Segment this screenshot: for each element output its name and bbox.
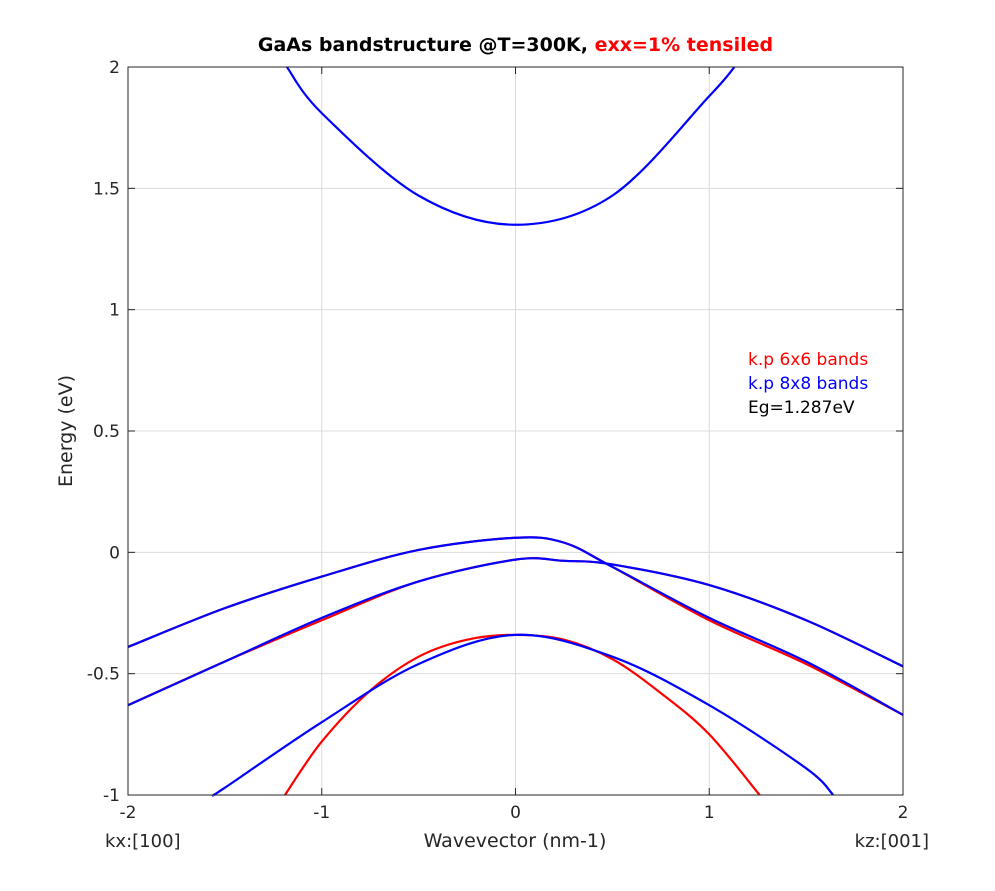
- x-tick-label-2: 0: [510, 803, 521, 823]
- x-left-direction-label: kx:[100]: [105, 831, 181, 852]
- y-tick-label-1: -0.5: [87, 665, 120, 685]
- band-line-3: [285, 66, 736, 226]
- y-tick-label-3: 0.5: [93, 422, 120, 442]
- y-tick-label-5: 1.5: [93, 179, 120, 199]
- ticks: -2 -1 0 1 2-1-0.500.511.52: [87, 58, 909, 823]
- x-tick-label-1: -1: [313, 803, 330, 823]
- series-group: [127, 66, 904, 797]
- band-line-5: [127, 557, 904, 707]
- y-axis-label: Energy (eV): [55, 375, 77, 487]
- x-right-direction-label: kz:[001]: [855, 831, 929, 852]
- legend: k.p 6x6 bands k.p 8x8 bands Eg=1.287eV: [748, 350, 868, 418]
- legend-item-bandgap: Eg=1.287eV: [748, 398, 855, 418]
- x-tick-label-4: 2: [898, 803, 909, 823]
- title-main: GaAs bandstructure @T=300K,: [258, 34, 595, 56]
- title-highlight: exx=1% tensiled: [595, 34, 774, 56]
- band-line-6: [211, 633, 835, 797]
- grid: [127, 66, 904, 796]
- legend-item-8x8: k.p 8x8 bands: [748, 374, 868, 394]
- x-tick-label-0: -2: [120, 803, 137, 823]
- band-line-4: [127, 536, 904, 716]
- legend-item-6x6: k.p 6x6 bands: [748, 350, 868, 370]
- chart-title: GaAs bandstructure @T=300K, exx=1% tensi…: [258, 34, 773, 56]
- y-tick-label-2: 0: [109, 543, 120, 563]
- y-tick-label-0: -1: [103, 786, 120, 806]
- y-tick-label-6: 2: [109, 58, 120, 78]
- x-axis-label: Wavevector (nm-1): [424, 830, 607, 852]
- y-tick-label-4: 1: [109, 301, 120, 321]
- x-tick-label-3: 1: [704, 803, 715, 823]
